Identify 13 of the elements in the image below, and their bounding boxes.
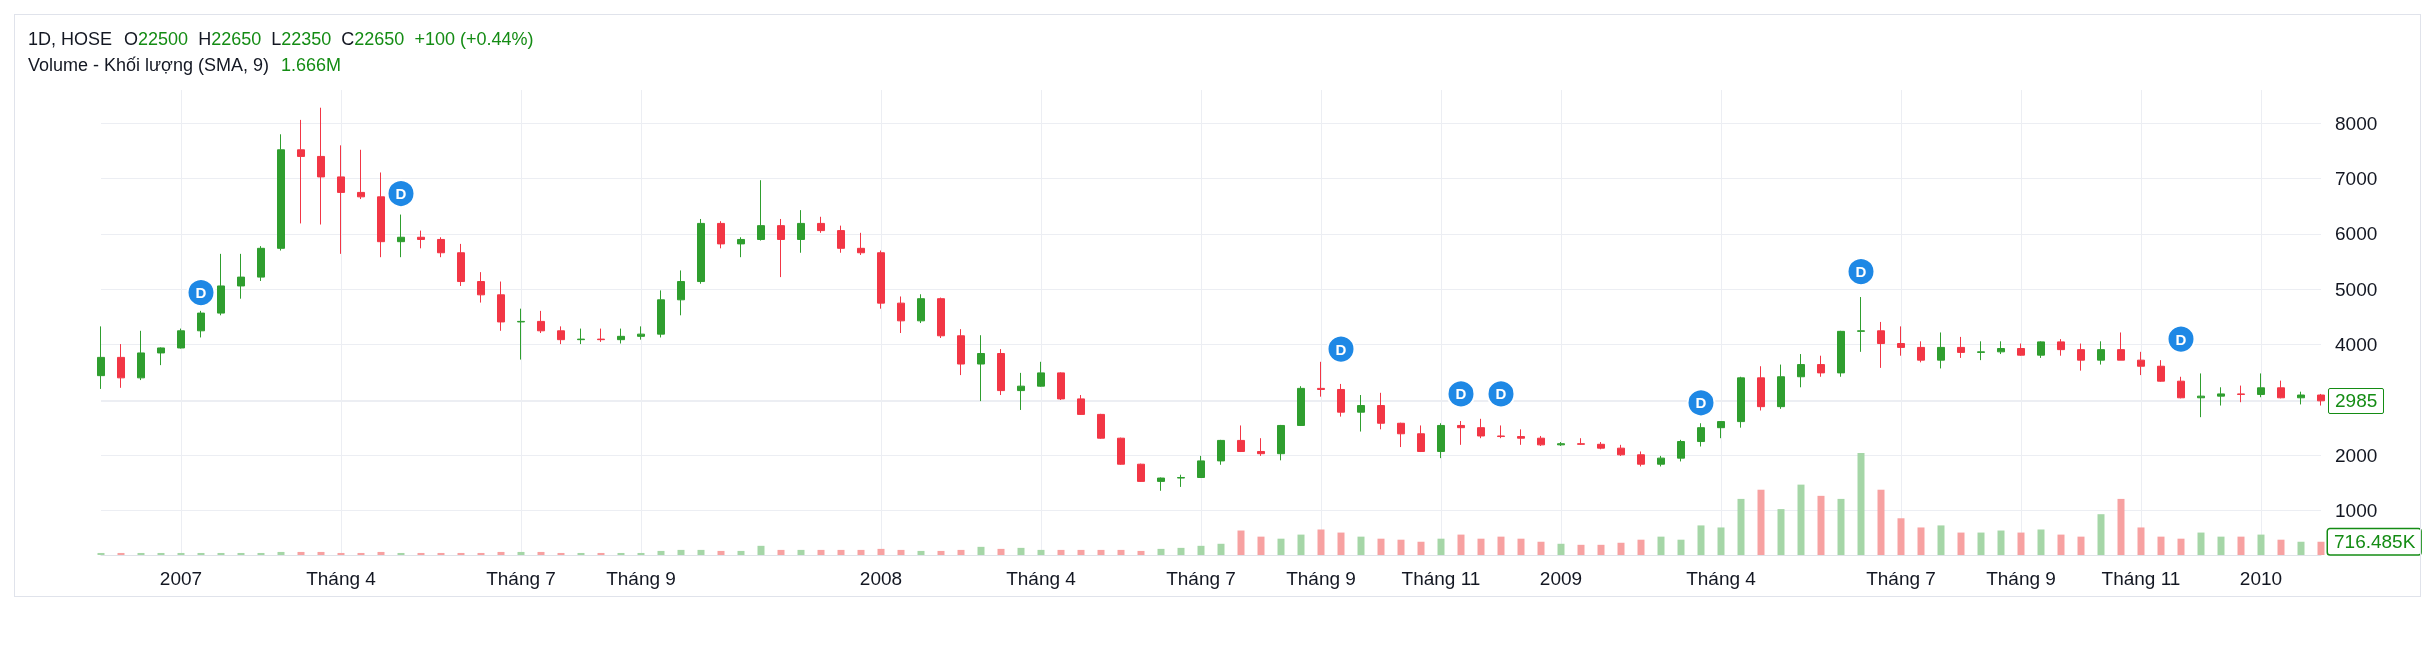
- y-tick-label: 6000: [2335, 223, 2378, 245]
- text: 716.485K: [2334, 531, 2416, 553]
- candlestick: [2317, 393, 2325, 407]
- y-tick-label: 2000: [2335, 444, 2378, 466]
- y-tick-label: 4000: [2335, 334, 2378, 356]
- y-tick-label: 8000: [2335, 112, 2378, 134]
- bar: [2317, 541, 2325, 555]
- candlestick: [2297, 391, 2305, 405]
- y-tick-label: 5000: [2335, 278, 2378, 300]
- bar: [2297, 541, 2305, 555]
- y-tick-label: 7000: [2335, 168, 2378, 190]
- y-tick-label: 2985: [2335, 390, 2378, 412]
- y-tick-label: 1000: [2335, 500, 2378, 522]
